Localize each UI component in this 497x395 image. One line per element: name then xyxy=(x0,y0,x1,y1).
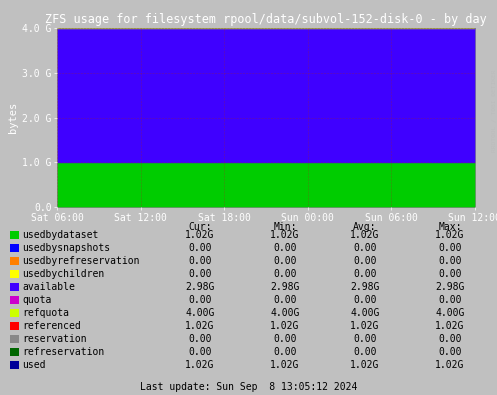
Text: Avg:: Avg: xyxy=(353,222,377,232)
Text: 2.98G: 2.98G xyxy=(350,282,380,292)
Text: 1.02G: 1.02G xyxy=(350,321,380,331)
Text: 0.00: 0.00 xyxy=(438,347,462,357)
Text: 0.00: 0.00 xyxy=(188,347,212,357)
Text: 0.00: 0.00 xyxy=(438,334,462,344)
Text: Cur:: Cur: xyxy=(188,222,212,232)
Text: 1.02G: 1.02G xyxy=(185,321,215,331)
Text: 0.00: 0.00 xyxy=(188,269,212,279)
Text: 1.02G: 1.02G xyxy=(270,321,300,331)
Text: 0.00: 0.00 xyxy=(353,269,377,279)
Text: usedbydataset: usedbydataset xyxy=(22,230,98,240)
Text: 0.00: 0.00 xyxy=(438,295,462,305)
Text: 0.00: 0.00 xyxy=(273,347,297,357)
Text: Max:: Max: xyxy=(438,222,462,232)
Y-axis label: bytes: bytes xyxy=(8,102,18,133)
Text: 1.02G: 1.02G xyxy=(270,230,300,240)
Text: 4.00G: 4.00G xyxy=(185,308,215,318)
Text: 4.00G: 4.00G xyxy=(350,308,380,318)
Text: used: used xyxy=(22,360,46,370)
Text: 0.00: 0.00 xyxy=(273,295,297,305)
Text: 1.02G: 1.02G xyxy=(185,230,215,240)
Text: 0.00: 0.00 xyxy=(188,256,212,266)
Text: 2.98G: 2.98G xyxy=(270,282,300,292)
Text: 0.00: 0.00 xyxy=(188,243,212,253)
Text: 4.00G: 4.00G xyxy=(270,308,300,318)
Text: refquota: refquota xyxy=(22,308,69,318)
Text: 1.02G: 1.02G xyxy=(350,360,380,370)
Text: usedbychildren: usedbychildren xyxy=(22,269,104,279)
Text: 0.00: 0.00 xyxy=(438,269,462,279)
Text: 0.00: 0.00 xyxy=(273,269,297,279)
Text: 1.02G: 1.02G xyxy=(435,321,465,331)
Text: 0.00: 0.00 xyxy=(273,256,297,266)
Text: Last update: Sun Sep  8 13:05:12 2024: Last update: Sun Sep 8 13:05:12 2024 xyxy=(140,382,357,392)
Text: 1.02G: 1.02G xyxy=(270,360,300,370)
Text: usedbyrefreservation: usedbyrefreservation xyxy=(22,256,140,266)
Text: quota: quota xyxy=(22,295,51,305)
Text: 0.00: 0.00 xyxy=(438,243,462,253)
Text: 4.00G: 4.00G xyxy=(435,308,465,318)
Text: 0.00: 0.00 xyxy=(273,334,297,344)
Text: 1.02G: 1.02G xyxy=(435,230,465,240)
Text: 0.00: 0.00 xyxy=(188,334,212,344)
Text: 0.00: 0.00 xyxy=(353,295,377,305)
Text: reservation: reservation xyxy=(22,334,86,344)
Text: available: available xyxy=(22,282,75,292)
Text: 0.00: 0.00 xyxy=(353,334,377,344)
Text: 0.00: 0.00 xyxy=(353,347,377,357)
Text: 0.00: 0.00 xyxy=(353,256,377,266)
Text: 1.02G: 1.02G xyxy=(185,360,215,370)
Text: Min:: Min: xyxy=(273,222,297,232)
Text: 2.98G: 2.98G xyxy=(435,282,465,292)
Text: RRDTOOL / TOBI OETIKER: RRDTOOL / TOBI OETIKER xyxy=(491,70,496,152)
Text: 1.02G: 1.02G xyxy=(435,360,465,370)
Text: 0.00: 0.00 xyxy=(273,243,297,253)
Text: 0.00: 0.00 xyxy=(188,295,212,305)
Text: usedbysnapshots: usedbysnapshots xyxy=(22,243,110,253)
Text: 1.02G: 1.02G xyxy=(350,230,380,240)
Text: 0.00: 0.00 xyxy=(438,256,462,266)
Text: 2.98G: 2.98G xyxy=(185,282,215,292)
Title: ZFS usage for filesystem rpool/data/subvol-152-disk-0 - by day: ZFS usage for filesystem rpool/data/subv… xyxy=(45,13,487,26)
Text: 0.00: 0.00 xyxy=(353,243,377,253)
Text: referenced: referenced xyxy=(22,321,81,331)
Text: refreservation: refreservation xyxy=(22,347,104,357)
